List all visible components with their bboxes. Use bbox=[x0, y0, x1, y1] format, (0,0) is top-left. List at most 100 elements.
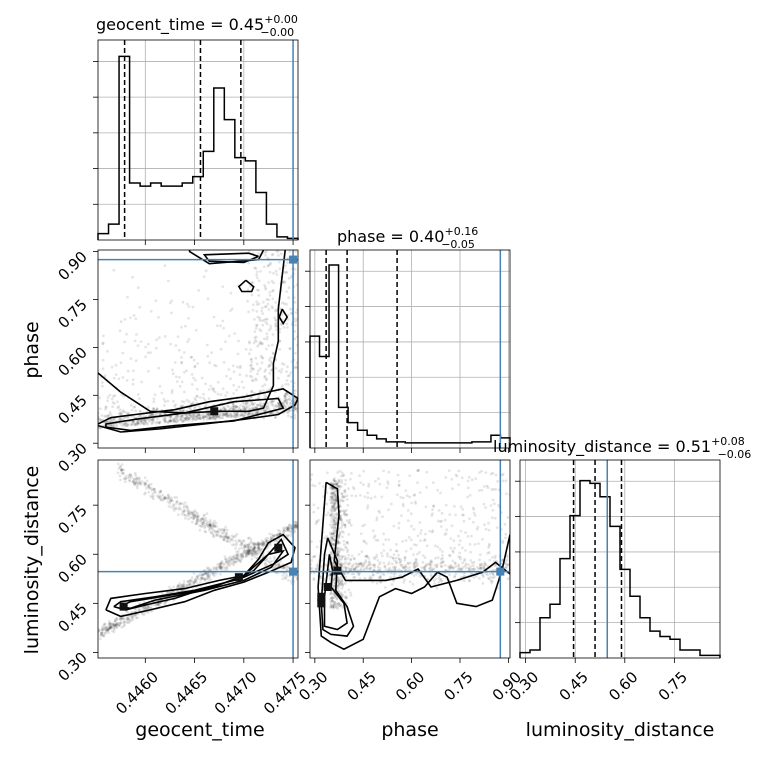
sample-point bbox=[186, 580, 190, 583]
sample-point bbox=[193, 514, 197, 518]
sample-point bbox=[329, 600, 333, 604]
sample-point bbox=[263, 409, 267, 412]
sample-point bbox=[186, 580, 190, 584]
sample-point bbox=[334, 507, 338, 511]
sample-point bbox=[193, 514, 196, 518]
sample-point bbox=[172, 399, 175, 403]
sample-point bbox=[262, 416, 266, 420]
sample-point bbox=[344, 478, 348, 482]
sample-point bbox=[142, 613, 146, 616]
sample-point bbox=[250, 360, 254, 364]
sample-point bbox=[337, 590, 341, 594]
sample-point bbox=[252, 547, 256, 551]
sample-point bbox=[276, 250, 280, 253]
sample-point bbox=[198, 528, 202, 532]
sample-point bbox=[137, 482, 141, 486]
sample-point bbox=[332, 483, 336, 486]
sample-point bbox=[242, 404, 245, 408]
sample-point bbox=[252, 547, 256, 551]
sample-point bbox=[209, 527, 212, 530]
sample-point bbox=[225, 565, 229, 569]
sample-point bbox=[120, 423, 124, 427]
sample-point bbox=[181, 510, 185, 514]
sample-point bbox=[265, 317, 269, 321]
sample-point bbox=[118, 329, 122, 333]
sample-point bbox=[425, 470, 429, 474]
sample-point bbox=[143, 605, 147, 609]
sample-point bbox=[468, 494, 472, 497]
sample-point bbox=[346, 548, 350, 552]
sample-point bbox=[393, 568, 397, 572]
truth-marker bbox=[289, 567, 298, 576]
sample-point bbox=[151, 413, 155, 417]
sample-point bbox=[337, 562, 341, 566]
sample-point bbox=[270, 536, 273, 540]
sample-point bbox=[338, 469, 342, 473]
sample-point bbox=[282, 527, 286, 531]
sample-point bbox=[121, 617, 125, 621]
sample-point bbox=[364, 560, 368, 564]
sample-point bbox=[277, 260, 281, 264]
sample-point bbox=[232, 558, 236, 561]
sample-point bbox=[128, 479, 132, 483]
x-tick-label-phase: 0.75 bbox=[440, 668, 476, 704]
sample-point bbox=[286, 261, 289, 265]
sample-point bbox=[172, 504, 176, 507]
sample-point bbox=[432, 567, 436, 571]
sample-point bbox=[105, 630, 109, 633]
sample-point bbox=[504, 536, 507, 540]
sample-point bbox=[224, 407, 228, 411]
sample-point bbox=[214, 533, 218, 537]
sample-point bbox=[129, 357, 133, 360]
sample-point bbox=[477, 542, 480, 545]
sample-point bbox=[130, 614, 134, 618]
sample-point bbox=[104, 406, 108, 409]
sample-point bbox=[146, 405, 150, 409]
y-tick-label-phase: 0.90 bbox=[54, 248, 90, 284]
sample-point bbox=[117, 405, 121, 408]
sample-point bbox=[341, 509, 344, 513]
sample-point bbox=[382, 532, 385, 536]
sample-point bbox=[166, 421, 170, 424]
sample-point bbox=[188, 414, 192, 418]
sample-point bbox=[336, 540, 340, 543]
sample-point bbox=[159, 495, 163, 499]
sample-point bbox=[283, 576, 287, 580]
sample-point bbox=[225, 532, 229, 536]
sample-point bbox=[119, 361, 123, 365]
sample-point bbox=[243, 545, 247, 549]
sample-point bbox=[120, 468, 123, 472]
sample-point bbox=[187, 512, 191, 516]
sample-point bbox=[187, 513, 191, 517]
sample-point bbox=[336, 607, 339, 610]
sample-point bbox=[144, 483, 148, 486]
sample-point bbox=[262, 541, 266, 545]
sample-point bbox=[334, 480, 338, 483]
sample-point bbox=[220, 527, 224, 531]
sample-point bbox=[293, 407, 297, 410]
sample-point bbox=[327, 573, 331, 577]
sample-point bbox=[236, 550, 240, 553]
sample-point bbox=[200, 522, 204, 525]
sample-point bbox=[294, 526, 297, 530]
sample-point bbox=[331, 538, 335, 541]
sample-point bbox=[289, 395, 292, 399]
sample-point bbox=[264, 539, 268, 543]
scatter-panel-geocent_time-luminosity_distance bbox=[93, 459, 299, 663]
sample-point bbox=[377, 568, 380, 572]
sample-point bbox=[247, 547, 250, 551]
sample-point bbox=[357, 573, 361, 577]
sample-point bbox=[133, 478, 136, 482]
sample-point bbox=[253, 545, 256, 549]
sample-point bbox=[104, 626, 108, 630]
sample-point bbox=[414, 560, 418, 564]
sample-point bbox=[336, 587, 340, 590]
sample-point bbox=[216, 563, 220, 566]
sample-point bbox=[144, 355, 147, 359]
sample-point bbox=[397, 568, 401, 572]
sample-point bbox=[250, 548, 254, 552]
sample-point bbox=[285, 392, 289, 396]
sample-point bbox=[424, 564, 427, 568]
sample-point bbox=[416, 552, 419, 556]
sample-point bbox=[341, 474, 345, 477]
